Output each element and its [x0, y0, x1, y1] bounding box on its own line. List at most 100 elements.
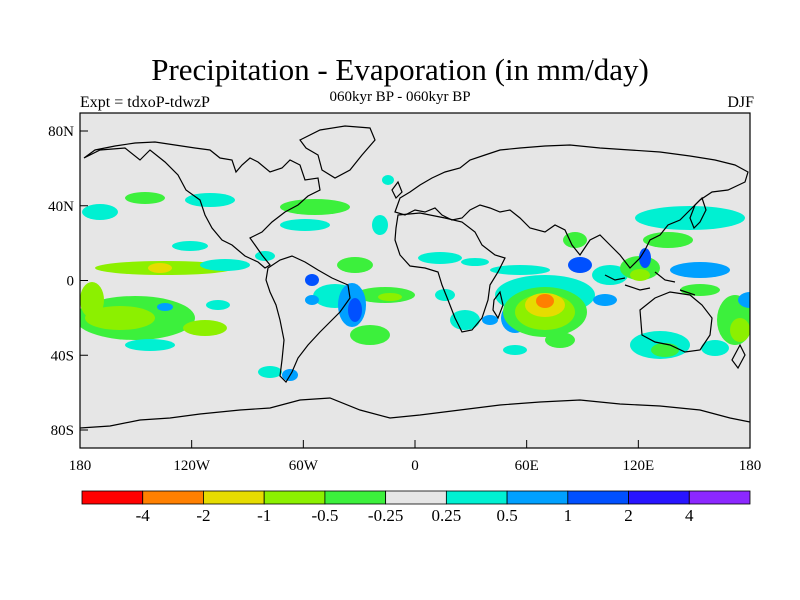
colorbar-label: 1	[563, 506, 573, 525]
coastline-south-america	[265, 255, 351, 383]
colorbar-label: -0.25	[367, 506, 404, 525]
coastline-japan	[689, 196, 707, 230]
coastline-islands	[604, 271, 696, 296]
lon-tick-label: 180	[69, 458, 92, 474]
colorbar-swatch	[688, 490, 751, 505]
anomaly-patch	[157, 303, 173, 311]
anomaly-patch	[482, 315, 498, 325]
colorbar-swatch	[628, 490, 690, 505]
colorbar-label: -2	[196, 506, 211, 525]
anomaly-patch	[305, 295, 319, 305]
anomaly-patch	[80, 282, 104, 318]
colorbar-label: -4	[135, 506, 150, 525]
anomaly-patch	[738, 292, 750, 308]
colorbar-swatch	[142, 490, 204, 505]
coastline-new-zealand	[731, 343, 746, 370]
anomaly-patch	[200, 259, 250, 271]
plot-subtitle: 060kyr BP - 060kyr BP	[329, 89, 471, 105]
anomaly-patch	[630, 269, 650, 281]
map-background	[80, 113, 750, 448]
anomaly-patch	[461, 258, 489, 266]
colorbar-label: -0.5	[311, 506, 339, 525]
anomaly-patch	[258, 366, 282, 378]
lon-tick-label: 60E	[515, 458, 539, 474]
lon-tick-label: 120E	[622, 458, 654, 474]
colorbar-swatch	[81, 490, 144, 505]
anomaly-patch	[82, 204, 118, 220]
coastline-africa	[394, 212, 506, 333]
anomaly-patch	[255, 251, 275, 261]
coastline-antarctica	[80, 397, 750, 429]
lon-tick-label: 180	[739, 458, 762, 474]
anomaly-patch	[382, 175, 394, 185]
axis-ticks	[79, 130, 751, 448]
anomaly-patch	[125, 192, 165, 204]
coastline-eurasia	[394, 144, 749, 269]
plot-title: Precipitation - Evaporation (in mm/day)	[151, 52, 649, 87]
colorbar-swatch	[203, 490, 265, 505]
colorbar-swatch	[506, 490, 569, 505]
anomaly-patch	[125, 339, 175, 351]
anomaly-patch	[490, 265, 550, 275]
anomaly-patch	[651, 343, 679, 357]
anomaly-patch	[183, 320, 227, 336]
anomaly-patch	[730, 318, 750, 342]
lat-tick-label: 80N	[48, 124, 74, 140]
season-label: DJF	[727, 94, 754, 111]
colorbar-swatch	[385, 490, 447, 505]
anomaly-patch	[172, 241, 208, 251]
anomaly-patch	[280, 219, 330, 231]
colorbar-label: 0.5	[496, 506, 518, 525]
lat-tick-label: 80S	[51, 423, 74, 439]
coastline-greenland	[299, 125, 376, 179]
anomaly-patch	[148, 263, 172, 273]
anomaly-patch	[450, 310, 480, 330]
anomaly-patch	[337, 257, 373, 273]
anomaly-patch	[593, 294, 617, 306]
anomaly-patch	[536, 294, 554, 308]
colorbar-swatch	[445, 490, 508, 505]
colorbar-swatch	[324, 490, 387, 505]
lon-tick-label: 120W	[173, 458, 211, 474]
coastline-madagascar	[492, 290, 504, 320]
anomaly-patch	[85, 306, 155, 330]
colorbar-label: 2	[624, 506, 633, 525]
axis-tick-labels: 80N 40N 0 40S 80S 180 120W 60W 0 60E 120E 180	[48, 124, 761, 474]
colorbar-swatch	[567, 490, 629, 505]
colorbar-label: 0.25	[431, 506, 462, 525]
anomaly-patch	[185, 193, 235, 207]
experiment-label: Expt = tdxoP-tdwzP	[80, 94, 210, 111]
coastline-north-america	[83, 141, 321, 269]
anomaly-patch	[378, 293, 402, 301]
anomaly-patch	[563, 232, 587, 248]
lat-tick-label: 40S	[51, 348, 74, 364]
anomaly-patch	[503, 345, 527, 355]
anomaly-patch	[670, 262, 730, 278]
anomaly-patch	[435, 289, 455, 301]
anomaly-patch	[592, 265, 628, 285]
colorbar-label: 4	[685, 506, 694, 525]
anomaly-patch	[206, 300, 230, 310]
lat-tick-label: 0	[67, 274, 75, 290]
anomaly-patch	[372, 215, 388, 235]
colorbar	[81, 490, 751, 505]
coastlines	[80, 125, 750, 429]
anomaly-field	[80, 175, 750, 381]
anomaly-patch	[639, 248, 651, 268]
anomaly-patch	[701, 340, 729, 356]
lon-tick-label: 0	[411, 458, 419, 474]
colorbar-label: -1	[257, 506, 272, 525]
lon-tick-label: 60W	[289, 458, 319, 474]
anomaly-patch	[643, 232, 693, 248]
anomaly-patch	[280, 199, 350, 215]
coastline-australia	[639, 291, 713, 353]
anomaly-patch	[418, 252, 462, 264]
anomaly-patch	[305, 274, 319, 286]
anomaly-patch	[350, 325, 390, 345]
coastline-uk	[391, 180, 403, 200]
anomaly-patch	[545, 332, 575, 348]
lat-tick-label: 40N	[48, 199, 74, 215]
anomaly-patch	[568, 257, 592, 273]
colorbar-swatch	[263, 490, 326, 505]
